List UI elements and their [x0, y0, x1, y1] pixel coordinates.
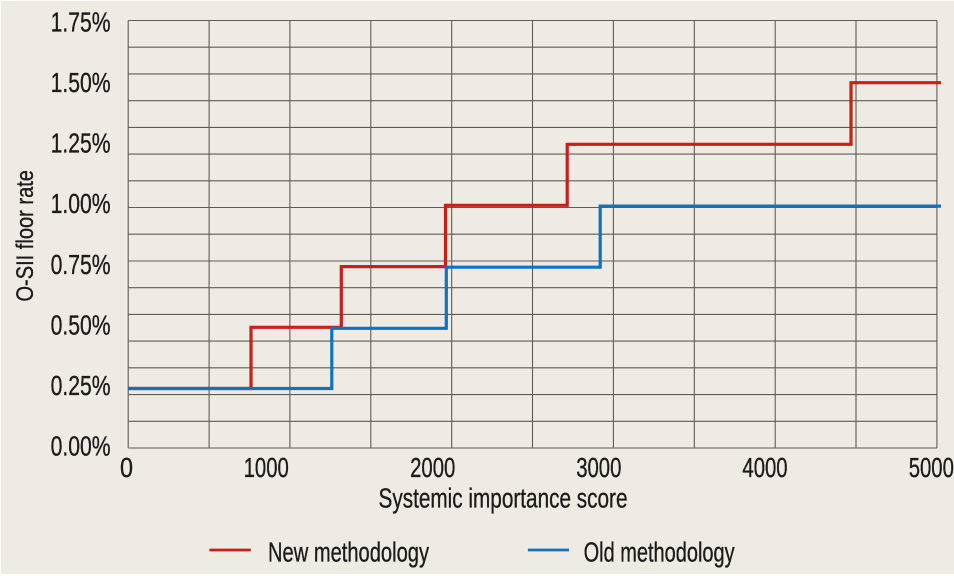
svg-text:Old methodology: Old methodology: [584, 537, 735, 568]
svg-text:New methodology: New methodology: [268, 537, 429, 568]
svg-text:1.25%: 1.25%: [51, 128, 111, 159]
svg-text:3000: 3000: [576, 452, 621, 483]
svg-text:1000: 1000: [244, 452, 289, 483]
svg-text:5000: 5000: [909, 452, 954, 483]
svg-text:Systemic importance score: Systemic importance score: [379, 482, 628, 513]
svg-text:1.75%: 1.75%: [51, 7, 111, 38]
svg-text:2000: 2000: [410, 452, 455, 483]
svg-text:0.50%: 0.50%: [51, 309, 111, 340]
svg-text:O-SII floor rate: O-SII floor rate: [12, 170, 39, 301]
svg-text:0.25%: 0.25%: [51, 370, 111, 401]
svg-text:4000: 4000: [742, 452, 787, 483]
svg-text:0: 0: [120, 452, 133, 483]
svg-text:0.75%: 0.75%: [51, 249, 111, 280]
svg-text:1.00%: 1.00%: [51, 188, 111, 219]
svg-text:1.50%: 1.50%: [51, 67, 111, 98]
svg-text:0.00%: 0.00%: [51, 431, 111, 462]
